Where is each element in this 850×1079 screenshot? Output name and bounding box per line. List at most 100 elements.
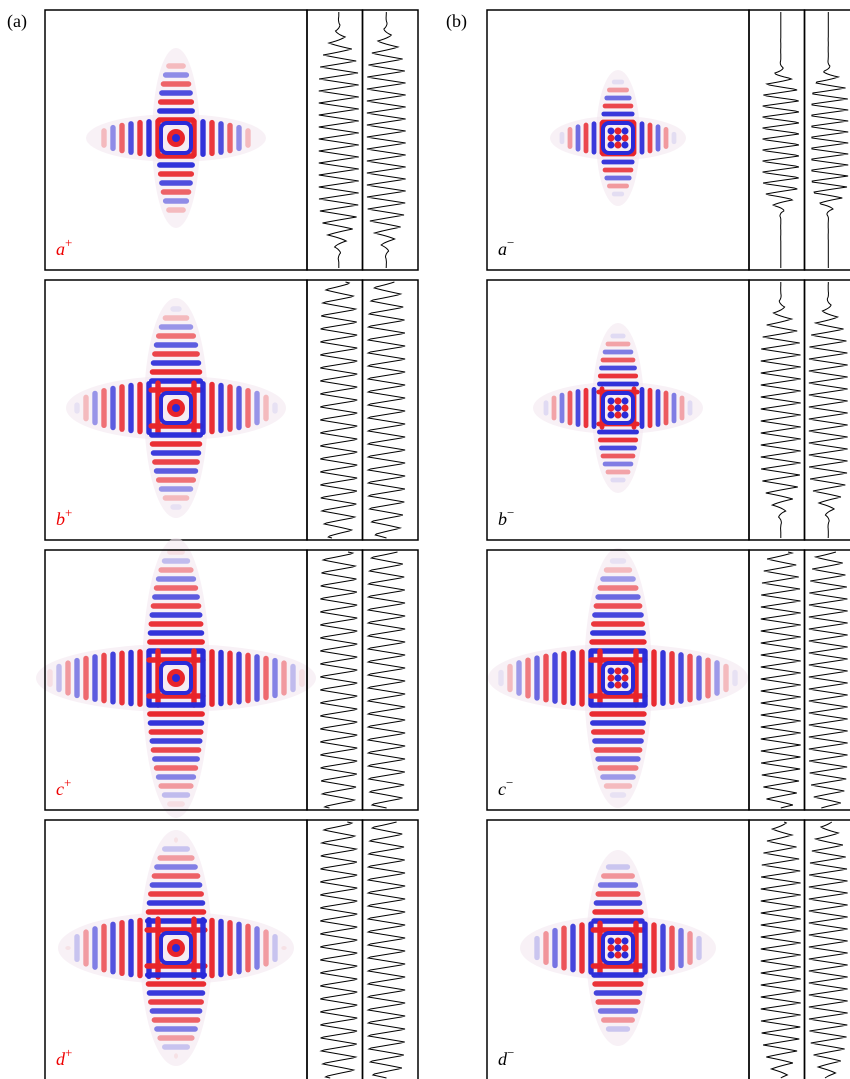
stripe — [163, 198, 189, 203]
stripe — [610, 478, 625, 483]
stripe — [601, 873, 635, 878]
centre-dot — [615, 405, 622, 412]
stripe — [146, 909, 207, 914]
stripe — [162, 558, 190, 563]
stripe — [158, 171, 194, 176]
stripe — [507, 664, 512, 692]
stripe — [498, 670, 503, 686]
stripe — [218, 383, 223, 433]
stripe — [158, 567, 193, 572]
stripe — [610, 334, 625, 339]
stripe — [152, 756, 200, 761]
stripe — [606, 1026, 630, 1031]
stripe — [148, 630, 205, 635]
stripe — [594, 990, 643, 995]
stripe — [604, 176, 631, 181]
stripe — [150, 441, 203, 446]
stripe — [209, 382, 214, 435]
centre-dot — [608, 668, 615, 675]
stripe — [560, 132, 565, 144]
panel-sign: + — [64, 775, 71, 790]
pattern — [86, 48, 266, 228]
stripe — [147, 711, 205, 716]
panel-sign: − — [507, 505, 514, 520]
pattern — [66, 298, 286, 518]
stripe — [166, 63, 186, 68]
panel-sign: − — [507, 235, 514, 250]
centre-dot — [172, 134, 180, 142]
centre-dot — [615, 142, 622, 149]
stripe — [579, 922, 584, 973]
stripe — [146, 981, 207, 986]
stripe — [705, 657, 710, 698]
stripe — [678, 928, 683, 968]
panel-label: c+ — [56, 775, 71, 799]
trace — [367, 12, 406, 268]
stripe — [150, 1008, 203, 1013]
panel-label: b− — [498, 505, 514, 529]
stripe — [591, 972, 644, 977]
column-label: (a) — [7, 11, 27, 32]
stripe — [584, 388, 589, 428]
centre-dot — [608, 142, 615, 149]
stripe — [148, 999, 204, 1004]
trace — [809, 822, 848, 1078]
stripe — [162, 846, 190, 851]
stripe — [119, 651, 124, 706]
stripe — [723, 664, 728, 692]
stripe — [714, 660, 719, 696]
stripe — [606, 342, 631, 347]
stripe — [640, 387, 645, 429]
stripe — [597, 430, 639, 435]
stripe — [678, 652, 683, 704]
stripe — [236, 922, 241, 975]
stripe — [607, 88, 629, 93]
stripe — [154, 585, 198, 590]
stripe — [227, 384, 232, 432]
pattern — [36, 538, 316, 818]
stripe — [680, 396, 685, 421]
stripe — [592, 738, 644, 743]
stripe — [227, 123, 232, 154]
centre-dot — [608, 412, 615, 419]
stripe — [151, 747, 202, 752]
centre-dot — [622, 952, 629, 959]
panel: a+ — [45, 10, 418, 270]
centre-dot — [615, 668, 622, 675]
stripe — [218, 121, 223, 155]
stripe — [154, 765, 198, 770]
stripe — [110, 652, 115, 705]
stripe — [594, 603, 643, 608]
stripe — [591, 729, 645, 734]
stripe — [534, 655, 539, 700]
stripe — [599, 366, 637, 371]
stripe — [119, 123, 124, 154]
stripe — [610, 792, 626, 797]
stripe — [561, 651, 566, 705]
panel: b− — [487, 280, 850, 540]
stripe — [601, 358, 636, 363]
trace-frame — [363, 280, 419, 540]
stripe — [570, 924, 575, 973]
stripe — [642, 649, 647, 708]
stripe — [162, 792, 190, 797]
stripe — [236, 652, 241, 705]
stripe — [83, 656, 88, 700]
centre-dot — [615, 128, 622, 135]
stripe — [732, 670, 737, 686]
trace — [761, 822, 801, 1078]
stripe — [590, 630, 646, 635]
stripe — [612, 192, 624, 197]
stripe — [101, 128, 106, 148]
stripe — [612, 80, 624, 85]
stripe — [544, 400, 549, 415]
panel-letter: b — [56, 509, 65, 529]
stripe — [672, 132, 677, 144]
panel: b+ — [45, 280, 418, 540]
centre-dot — [172, 404, 180, 412]
stripe — [137, 918, 142, 979]
centre-dot — [622, 142, 629, 149]
stripe — [592, 612, 644, 617]
centre-dot — [608, 945, 615, 952]
panel: c+ — [36, 538, 418, 818]
